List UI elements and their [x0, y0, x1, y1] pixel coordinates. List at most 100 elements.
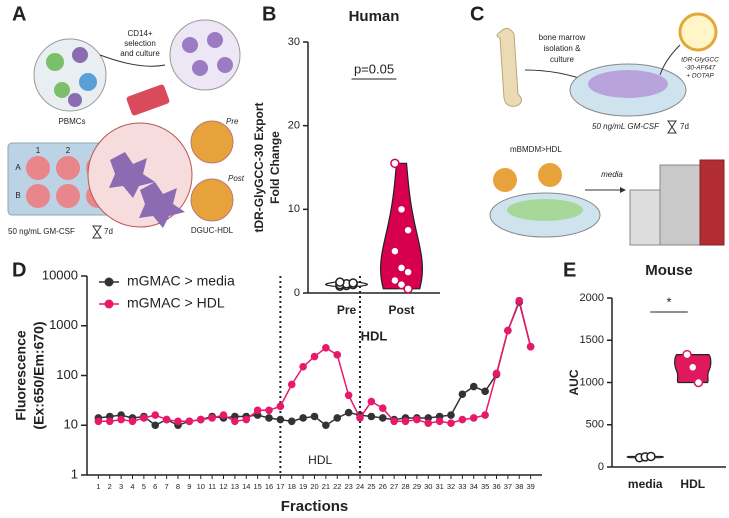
y-tick-label: 0: [598, 461, 604, 473]
illustration-text: and culture: [120, 49, 160, 58]
x-tick-label: 37: [504, 482, 512, 491]
illustration-a: PBMCs CD14+ selection and culture 1 2 3 …: [7, 19, 245, 239]
y-axis-label: Fluorescence: [13, 330, 29, 420]
legend-label: mGMAC > HDL: [127, 295, 225, 311]
data-point: [390, 158, 400, 169]
illustration-text: 50 ng/mL GM-CSF: [8, 227, 75, 236]
data-point: [219, 411, 228, 419]
x-tick-label: 1: [96, 482, 100, 491]
x-tick-label: 31: [435, 482, 443, 491]
well: [26, 156, 50, 180]
cell: [192, 60, 208, 76]
cells: [588, 70, 668, 98]
data-point: [196, 415, 205, 424]
data-point: [174, 417, 182, 426]
plate-label: 1: [36, 146, 41, 155]
annotation: p=0.05: [354, 61, 394, 76]
cell: [54, 82, 70, 98]
x-tick-label: 11: [208, 482, 216, 491]
data-point: [151, 421, 160, 430]
data-point: [515, 296, 524, 305]
data-point: [242, 415, 251, 424]
x-tick-label: 30: [424, 482, 432, 491]
instrument: [629, 189, 661, 246]
x-tick-label: 38: [515, 482, 523, 491]
data-point: [253, 406, 262, 415]
data-point: [162, 415, 171, 424]
data-point: [403, 225, 413, 235]
data-point: [504, 326, 512, 335]
data-point: [310, 412, 319, 421]
x-tick-label: 27: [390, 482, 398, 491]
data-point: [378, 414, 387, 422]
cell: [72, 47, 88, 63]
macrophage: [139, 182, 185, 228]
y-tick-label: 1: [71, 466, 78, 481]
illustration-text: isolation &: [544, 44, 582, 53]
x-tick-label: 2: [108, 482, 112, 491]
illustration-text: 7d: [680, 122, 689, 131]
x-tick-label: 12: [219, 482, 227, 491]
legend-marker: [104, 299, 114, 309]
panel-label: D: [12, 259, 26, 281]
y-tick-label: 0: [294, 287, 300, 299]
data-point: [469, 382, 478, 391]
x-tick-label: 14: [242, 482, 250, 491]
y-tick-label: 30: [288, 36, 300, 48]
data-point: [151, 411, 160, 419]
plate-label: 2: [66, 146, 71, 155]
y-axis-label: (Ex:650/Em:670): [31, 321, 47, 429]
data-point: [469, 414, 478, 422]
y-tick-label: 10000: [42, 267, 78, 282]
illustration-text: PBMCs: [58, 117, 85, 126]
x-tick-label: Post: [388, 303, 414, 317]
panel-label: C: [470, 3, 484, 25]
data-point: [458, 390, 467, 399]
liposome: [678, 12, 718, 52]
x-tick-label: 23: [344, 482, 352, 491]
x-tick-label: 29: [413, 482, 421, 491]
instrument: [659, 164, 701, 246]
panel-label: A: [12, 3, 26, 25]
arrow: [659, 44, 681, 76]
macrophage: [109, 152, 155, 198]
y-axis-label: Fold Change: [268, 131, 282, 204]
hourglass: [92, 225, 102, 239]
hdl-particle: [190, 120, 234, 164]
data-point: [185, 417, 194, 426]
data-point: [458, 415, 467, 424]
x-tick-label: 25: [367, 482, 375, 491]
x-tick-label: 6: [153, 482, 157, 491]
plate-label: B: [15, 191, 20, 200]
data-point: [481, 411, 489, 419]
flask: [126, 84, 170, 116]
data-point: [390, 246, 400, 256]
chart-title: Human: [349, 8, 400, 25]
illustration-text: culture: [550, 55, 575, 64]
x-tick-label: 32: [447, 482, 455, 491]
illustration-text: -30-AF647: [685, 65, 716, 72]
data-point: [140, 414, 148, 422]
instrument: [699, 159, 725, 246]
x-tick-label: media: [628, 477, 663, 491]
x-tick-label: 35: [481, 482, 489, 491]
cells: [507, 199, 583, 221]
data-point: [693, 377, 704, 388]
x-tick-label: 39: [526, 482, 534, 491]
data-point: [688, 362, 698, 373]
illustration-text: 7d: [104, 227, 113, 236]
x-tick-label: 3: [119, 482, 123, 491]
x-tick-label: 28: [401, 482, 409, 491]
data-point: [403, 284, 413, 294]
data-point: [208, 414, 216, 422]
data-point: [447, 419, 455, 427]
illustration-text: + DOTAP: [686, 73, 714, 80]
data-point: [287, 417, 296, 426]
cell: [46, 53, 64, 71]
data-point: [403, 267, 413, 277]
illustration-text: media: [601, 170, 623, 179]
illustration-c: bone marrow isolation & culture tDR-GlyG…: [489, 12, 725, 246]
x-tick-label: 4: [130, 482, 134, 491]
data-point: [94, 417, 103, 426]
data-point: [333, 351, 342, 359]
